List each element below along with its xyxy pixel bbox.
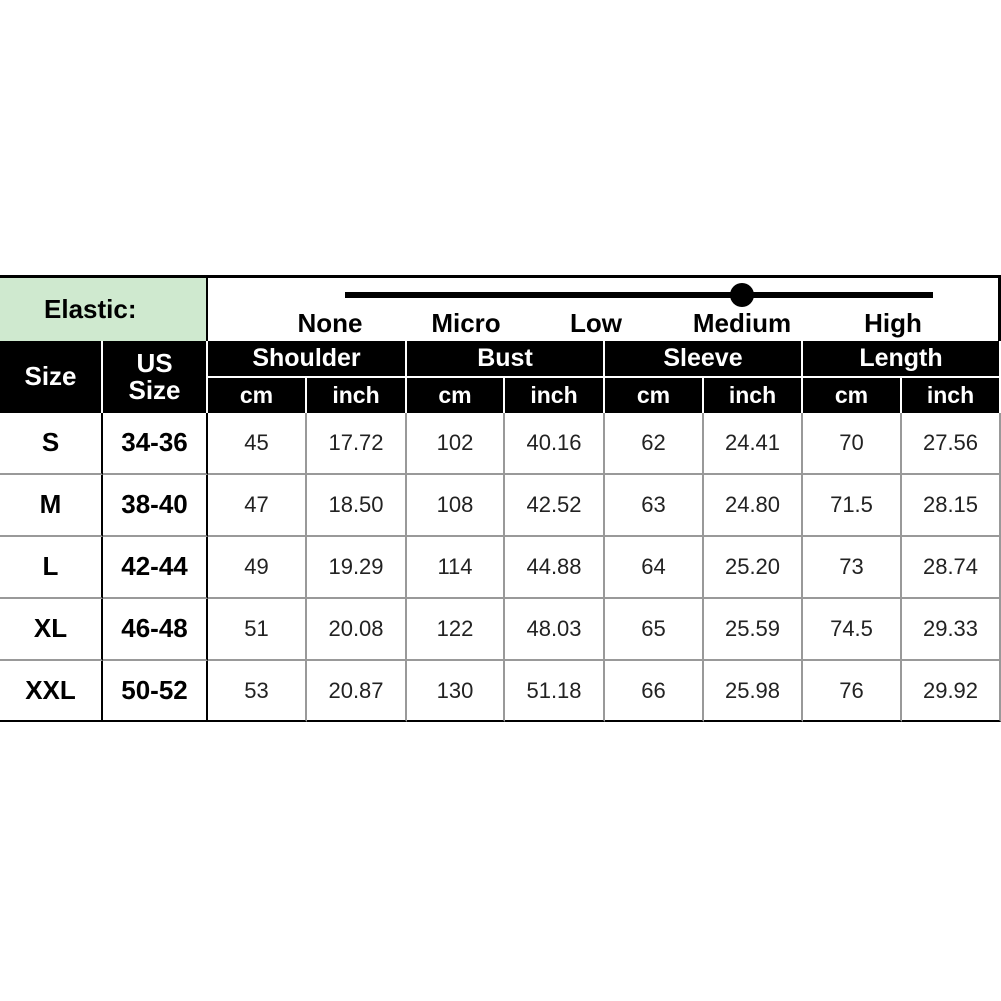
table-cell: 29.92	[902, 661, 1001, 722]
table-cell: 70	[803, 413, 902, 475]
table-cell: 64	[605, 537, 704, 599]
group-header: Length	[803, 341, 1001, 378]
table-cell: 102	[407, 413, 505, 475]
table-cell: 73	[803, 537, 902, 599]
top-border	[0, 275, 1001, 278]
row-header: M	[0, 475, 103, 537]
table-cell: 71.5	[803, 475, 902, 537]
elastic-label: Elastic:	[0, 278, 208, 341]
table-cell: 18.50	[307, 475, 407, 537]
elastic-slider	[345, 292, 933, 298]
elastic-marker	[730, 283, 754, 307]
table-cell: 44.88	[505, 537, 605, 599]
unit-header: cm	[605, 378, 704, 413]
row-header: L	[0, 537, 103, 599]
table-cell: 24.80	[704, 475, 803, 537]
table-cell: 45	[208, 413, 307, 475]
unit-header: cm	[208, 378, 307, 413]
elastic-level: Micro	[431, 308, 501, 338]
header-cell: Size	[0, 341, 103, 413]
table-cell: 19.29	[307, 537, 407, 599]
table-cell: 74.5	[803, 599, 902, 661]
row-header: 42-44	[103, 537, 208, 599]
table-cell: 24.41	[704, 413, 803, 475]
row-header: XL	[0, 599, 103, 661]
header-cell: US Size	[103, 341, 208, 413]
table-cell: 40.16	[505, 413, 605, 475]
elastic-level: Medium	[692, 308, 792, 338]
table-cell: 17.72	[307, 413, 407, 475]
elastic-level: Low	[570, 308, 622, 338]
table-cell: 130	[407, 661, 505, 722]
unit-header: inch	[307, 378, 407, 413]
table-cell: 20.08	[307, 599, 407, 661]
table-cell: 25.59	[704, 599, 803, 661]
table-cell: 47	[208, 475, 307, 537]
row-header: 34-36	[103, 413, 208, 475]
table-cell: 25.98	[704, 661, 803, 722]
elastic-level: None	[297, 308, 363, 338]
row-header: XXL	[0, 661, 103, 722]
row-header: 50-52	[103, 661, 208, 722]
table-cell: 42.52	[505, 475, 605, 537]
table-cell: 114	[407, 537, 505, 599]
group-header: Sleeve	[605, 341, 803, 378]
unit-header: inch	[902, 378, 1001, 413]
table-cell: 27.56	[902, 413, 1001, 475]
unit-header: inch	[704, 378, 803, 413]
table-cell: 62	[605, 413, 704, 475]
table-cell: 25.20	[704, 537, 803, 599]
table-cell: 28.15	[902, 475, 1001, 537]
row-header: 46-48	[103, 599, 208, 661]
table-cell: 65	[605, 599, 704, 661]
table-cell: 122	[407, 599, 505, 661]
unit-header: cm	[407, 378, 505, 413]
table-cell: 51.18	[505, 661, 605, 722]
table-cell: 53	[208, 661, 307, 722]
table-cell: 66	[605, 661, 704, 722]
table-cell: 49	[208, 537, 307, 599]
elastic-level: High	[864, 308, 922, 338]
table-cell: 20.87	[307, 661, 407, 722]
unit-header: cm	[803, 378, 902, 413]
table-cell: 28.74	[902, 537, 1001, 599]
table-cell: 76	[803, 661, 902, 722]
group-header: Shoulder	[208, 341, 407, 378]
group-header: Bust	[407, 341, 605, 378]
right-border	[998, 278, 1001, 341]
unit-header: inch	[505, 378, 605, 413]
table-cell: 63	[605, 475, 704, 537]
row-header: S	[0, 413, 103, 475]
table-cell: 29.33	[902, 599, 1001, 661]
table-cell: 51	[208, 599, 307, 661]
table-cell: 48.03	[505, 599, 605, 661]
row-header: 38-40	[103, 475, 208, 537]
table-cell: 108	[407, 475, 505, 537]
